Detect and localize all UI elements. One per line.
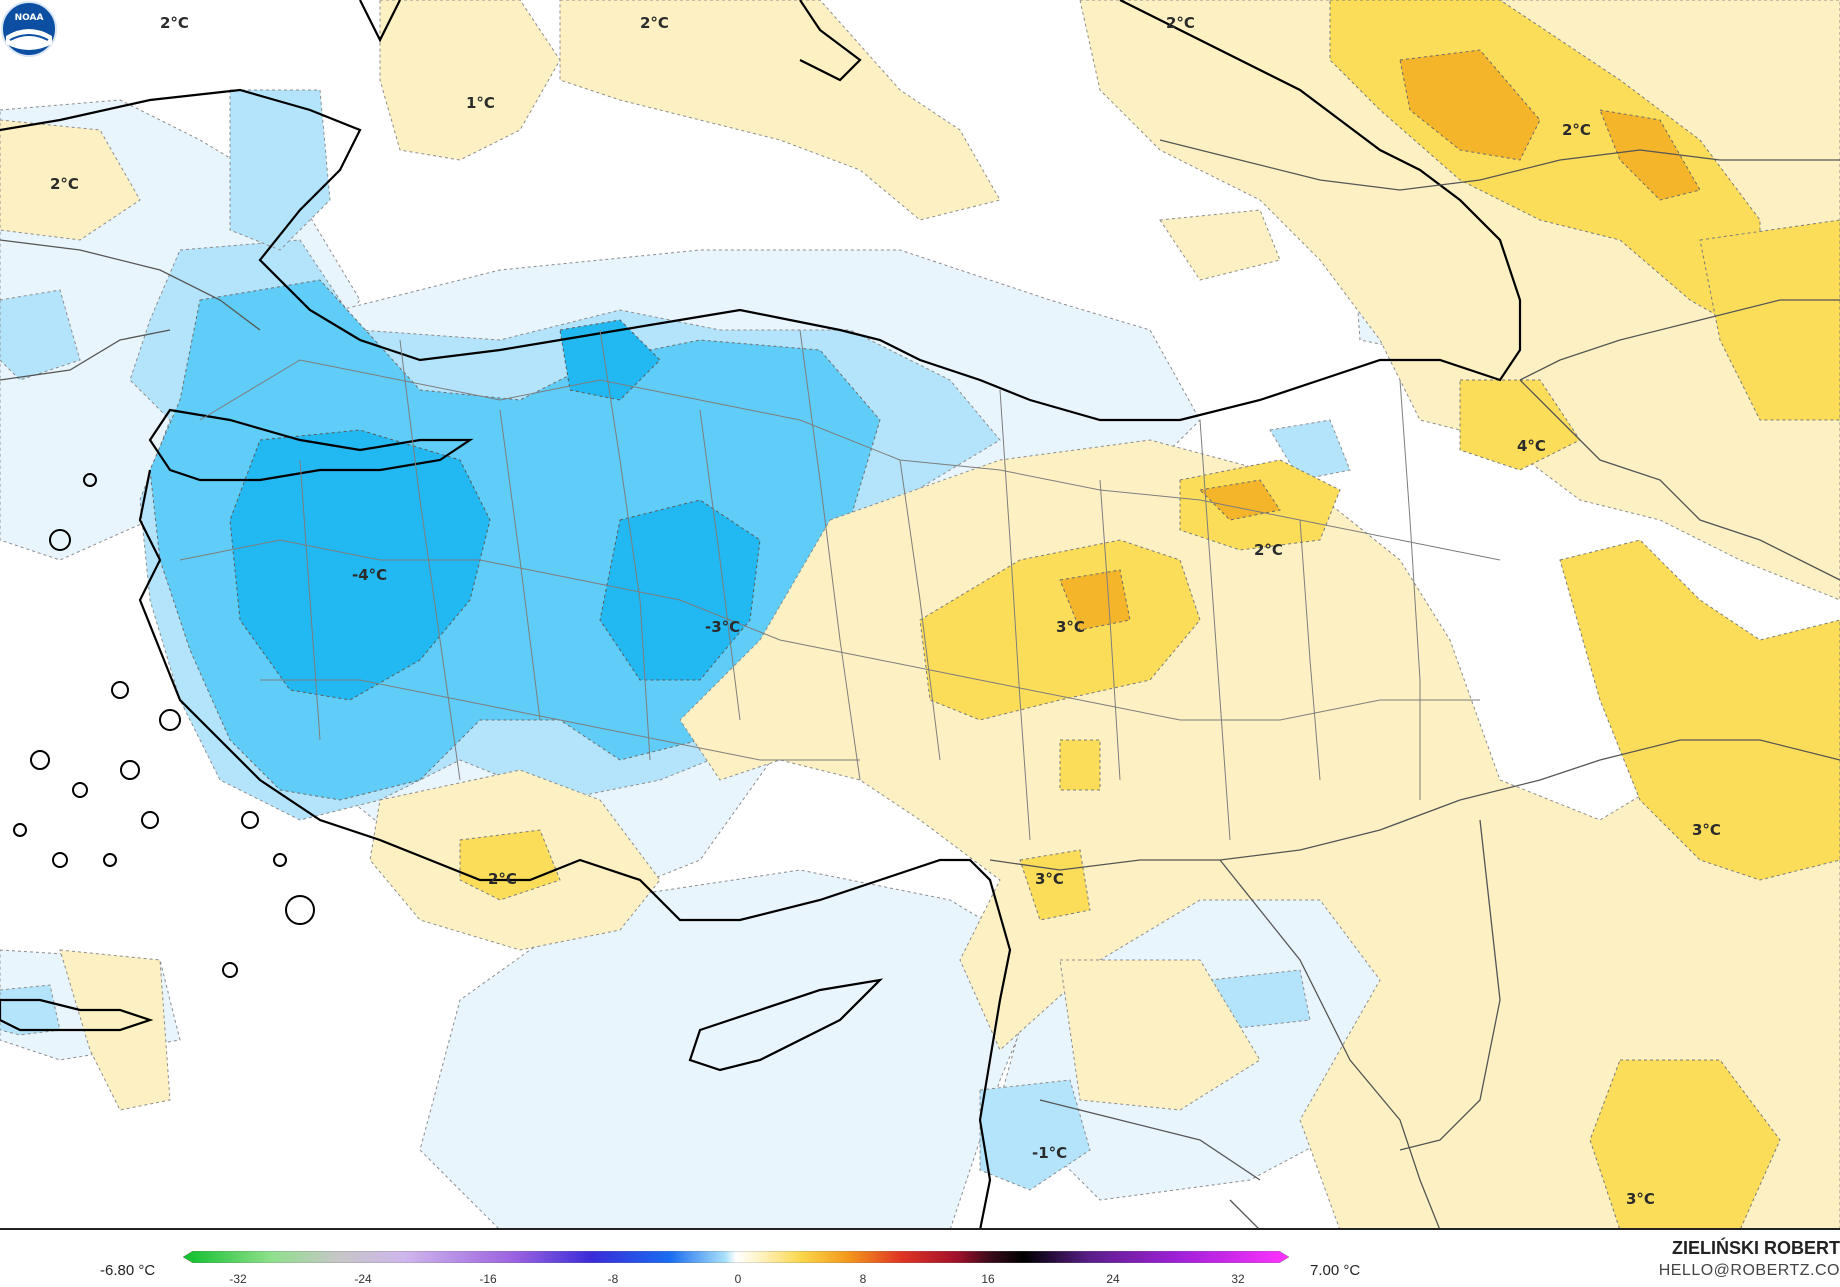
colorbar-tick-label: 24 [1106,1272,1120,1286]
colorbar-tick-label: 0 [734,1272,742,1286]
deep-blue-zones [229,319,761,701]
noaa-logo-text: NOAA [15,13,44,23]
author-email[interactable]: HELLO@ROBERTZ.CO [1658,1262,1840,1279]
map-canvas [0,0,1840,1228]
author-credit: ZIELIŃSKI ROBERT [1671,1238,1840,1258]
temperature-label: -1°C [1032,1144,1068,1162]
colorbar-tick-label: 16 [981,1272,995,1286]
colorbar-tick-label: 8 [859,1272,867,1286]
temperature-label: 1°C [466,94,495,112]
temperature-label: 2°C [1562,121,1591,139]
colorbar-tick-label: -8 [607,1272,619,1286]
temperature-label: 4°C [1517,437,1546,455]
temperature-label: -4°C [352,566,388,584]
temperature-label: 3°C [1692,821,1721,839]
orange-zones [1059,49,1701,631]
colorbar-tick-label: 32 [1231,1272,1245,1286]
temperature-label: -3°C [705,618,741,636]
noaa-logo: NOAA [1,1,57,57]
province-lines [179,329,1501,841]
temperature-label: 2°C [50,175,79,193]
scale-max-label: 7.00 °C [1310,1262,1361,1279]
borders [0,139,1840,1228]
colorbar-tick-label: -16 [479,1272,497,1286]
temperature-label: 3°C [1035,870,1064,888]
temperature-label: 3°C [1056,618,1085,636]
temperature-label: 2°C [160,14,189,32]
temperature-label: 3°C [1626,1190,1655,1208]
colorbar-tick-label: -24 [354,1272,372,1286]
temperature-label: 2°C [1254,541,1283,559]
temperature-label: 2°C [1166,14,1195,32]
temperature-label: 2°C [640,14,669,32]
coastlines [0,0,1522,1228]
colorbar-tick-label: -32 [229,1272,247,1286]
temperature-label: 2°C [488,870,517,888]
colorbar [183,1251,1289,1263]
anomaly-map[interactable]: 2°C 2°C 2°C 1°C 2°C 2°C 4°C -4°C -3°C 3°C 2°C 2°C 3°… [0,0,1840,1230]
islands [13,473,315,978]
scale-min-label: -6.80 °C [100,1262,156,1279]
